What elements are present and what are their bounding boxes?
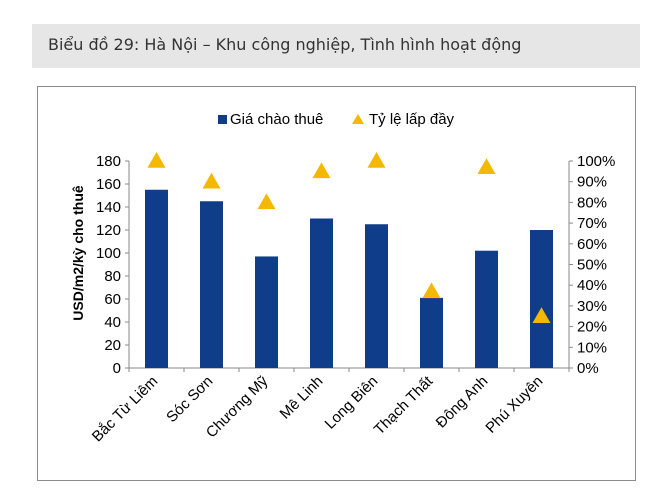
legend-bar-swatch (218, 115, 227, 124)
combo-chart: Giá chào thuê Tỷ lệ lấp đầy USD/m2/kỳ ch… (70, 111, 615, 446)
y2-tick-label: 20% (577, 319, 607, 336)
fill-rate-marker (257, 193, 276, 210)
y2-tick-label: 100% (577, 153, 615, 170)
legend-marker-swatch (352, 114, 364, 124)
bar (365, 224, 388, 368)
y-tick-label: 160 (96, 176, 121, 193)
bar (420, 297, 443, 368)
chart-caption: Biểu đồ 29: Hà Nội – Khu công nghiệp, Tì… (48, 35, 522, 54)
caption-bar: Biểu đồ 29: Hà Nội – Khu công nghiệp, Tì… (32, 24, 640, 68)
y2-tick-label: 90% (577, 174, 607, 191)
y2-tick-label: 0% (577, 360, 599, 377)
fill-rate-marker (202, 172, 221, 189)
bar (255, 256, 278, 368)
y-tick-label: 180 (96, 153, 121, 170)
y-tick-label: 100 (96, 245, 121, 262)
x-tick-label: Thạch Thất (371, 372, 437, 438)
x-tick-label: Bắc Từ Liêm (89, 373, 162, 446)
y2-tick-label: 60% (577, 236, 607, 253)
y-tick-label: 40 (104, 314, 121, 331)
x-tick-label: Mê Linh (277, 373, 327, 423)
y2-tick-label: 40% (577, 277, 607, 294)
chart-frame: Giá chào thuê Tỷ lệ lấp đầy USD/m2/kỳ ch… (37, 86, 636, 481)
plot-area: 0 20 40 60 80 100 120 140 160 180 0% 10% 20% 30% 40% 50… (89, 152, 615, 446)
y2-tick-label: 80% (577, 194, 607, 211)
fill-rate-marker (367, 152, 386, 168)
y-tick-label: 60 (104, 291, 121, 308)
bar (475, 250, 498, 368)
fill-rate-marker (147, 152, 166, 168)
y-tick-label: 140 (96, 199, 121, 216)
fill-rate-marker (532, 307, 551, 323)
y-tick-label: 80 (104, 268, 121, 285)
fill-rate-marker (477, 158, 496, 174)
y2-tick-label: 30% (577, 298, 607, 315)
legend-bar-label: Giá chào thuê (230, 111, 323, 128)
y2-tick-label: 70% (577, 215, 607, 232)
bar (145, 189, 168, 368)
chart-legend: Giá chào thuê Tỷ lệ lấp đầy (218, 111, 455, 128)
bar (310, 218, 333, 368)
y-tick-label: 120 (96, 222, 121, 239)
x-tick-label: Sóc Sơn (163, 373, 216, 426)
x-tick-label: Đông Anh (433, 373, 492, 432)
fill-rate-marker (312, 162, 331, 179)
y-tick-label: 0 (113, 360, 121, 377)
bar (200, 201, 223, 368)
bar (530, 230, 553, 368)
fill-rate-marker (422, 282, 441, 299)
y2-tick-label: 10% (577, 339, 607, 356)
y-tick-label: 20 (104, 337, 121, 354)
legend-marker-label: Tỷ lệ lấp đầy (369, 111, 455, 128)
x-tick-label: Phú Xuyên (482, 373, 546, 437)
y2-tick-label: 50% (577, 257, 607, 274)
y-axis-title: USD/m2/kỳ cho thuê (70, 185, 86, 321)
